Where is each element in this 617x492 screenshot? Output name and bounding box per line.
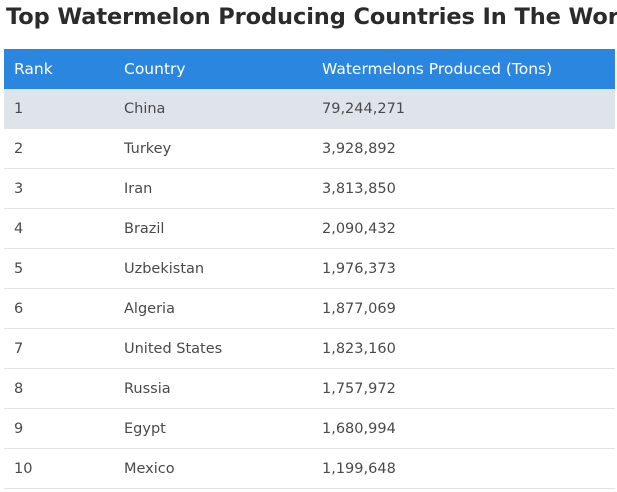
cell-watermelons-produced: 1,976,373 (322, 248, 615, 289)
table-row: 1 China 79,244,271 (4, 89, 615, 129)
cell-rank: 7 (4, 328, 124, 369)
cell-country: Egypt (124, 408, 322, 449)
cell-rank: 2 (4, 128, 124, 169)
header-country[interactable]: Country (124, 49, 322, 89)
cell-country: Algeria (124, 288, 322, 329)
cell-watermelons-produced: 3,928,892 (322, 128, 615, 169)
cell-country: Turkey (124, 128, 322, 169)
table-header-row: Rank Country Watermelons Produced (Tons) (4, 49, 615, 89)
cell-watermelons-produced: 1,823,160 (322, 328, 615, 369)
cell-country: Iran (124, 168, 322, 209)
table-row: 6 Algeria 1,877,069 (4, 288, 615, 329)
cell-watermelons-produced: 79,244,271 (322, 89, 615, 129)
cell-watermelons-produced: 1,877,069 (322, 288, 615, 329)
cell-rank: 3 (4, 168, 124, 209)
table-row: 5 Uzbekistan 1,976,373 (4, 248, 615, 289)
table-row: 7 United States 1,823,160 (4, 328, 615, 369)
cell-rank: 10 (4, 448, 124, 489)
cell-country: United States (124, 328, 322, 369)
cell-country: Uzbekistan (124, 248, 322, 289)
cell-rank: 6 (4, 288, 124, 329)
table-row: 8 Russia 1,757,972 (4, 368, 615, 409)
table-body: 1 China 79,244,271 2 Turkey 3,928,892 3 Iran 3,8… (4, 89, 615, 489)
data-table: Rank Country Watermelons Produced (Tons)… (4, 49, 615, 489)
cell-watermelons-produced: 3,813,850 (322, 168, 615, 209)
header-rank[interactable]: Rank (4, 49, 124, 89)
cell-rank: 9 (4, 408, 124, 449)
cell-watermelons-produced: 1,757,972 (322, 368, 615, 409)
cell-watermelons-produced: 1,680,994 (322, 408, 615, 449)
cell-country: Mexico (124, 448, 322, 489)
table-row: 10 Mexico 1,199,648 (4, 448, 615, 489)
cell-rank: 1 (4, 89, 124, 129)
cell-watermelons-produced: 2,090,432 (322, 208, 615, 249)
cell-rank: 8 (4, 368, 124, 409)
table-row: 4 Brazil 2,090,432 (4, 208, 615, 249)
page-title: Top Watermelon Producing Countries In Th… (6, 4, 617, 30)
cell-watermelons-produced: 1,199,648 (322, 448, 615, 489)
table-row: 3 Iran 3,813,850 (4, 168, 615, 209)
cell-country: China (124, 89, 322, 129)
cell-rank: 5 (4, 248, 124, 289)
cell-country: Brazil (124, 208, 322, 249)
table-row: 2 Turkey 3,928,892 (4, 128, 615, 169)
cell-country: Russia (124, 368, 322, 409)
cell-rank: 4 (4, 208, 124, 249)
table-row: 9 Egypt 1,680,994 (4, 408, 615, 449)
header-watermelons-produced[interactable]: Watermelons Produced (Tons) (322, 49, 615, 89)
